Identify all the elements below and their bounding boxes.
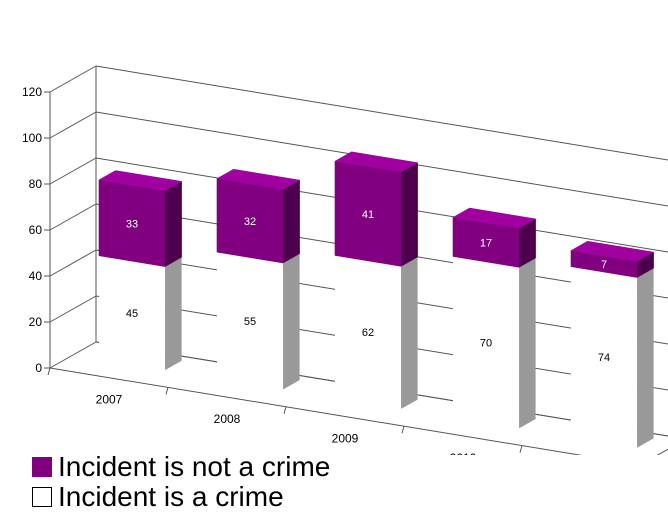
y-tick-label: 120 [22,85,42,99]
bar-crime-side [165,257,182,371]
x-tick [519,445,523,453]
gridline-side [49,157,97,185]
legend-label-crime: Incident is a crime [58,481,284,512]
data-label-not-crime: 33 [126,218,138,230]
bar-crime-side [283,253,300,390]
bar-crime-side [637,268,654,448]
legend-item-crime: Incident is a crime [32,482,330,512]
y-tick-label: 40 [29,269,43,283]
bar-not-crime-top [452,207,537,229]
data-label-crime: 70 [480,337,492,349]
gridline-side [49,341,97,369]
bar-crime-front [452,256,520,429]
bar-crime-side [401,256,418,409]
y-tick-label: 0 [35,361,42,375]
bar-not-crime-side [164,180,182,268]
data-label-not-crime: 17 [480,237,492,249]
chart-legend: Incident is not a crime Incident is a cr… [32,452,330,512]
gridline-side [49,111,97,139]
data-label-crime: 74 [598,352,610,364]
bar-not-crime-top [98,170,183,191]
bar-crime-front [570,266,638,448]
y-tick-label: 20 [29,315,43,329]
floor-edge [49,367,583,455]
x-tick [401,426,405,434]
x-tick [283,406,287,414]
x-tick-label: 2007 [96,393,123,407]
gridline-side [49,203,97,231]
bar-not-crime-side [400,162,418,267]
legend-swatch-crime [32,487,52,507]
bar-not-crime-side [282,179,300,264]
legend-label-not-crime: Incident is not a crime [58,451,331,482]
gridline-side [49,249,97,277]
y-tick-label: 80 [29,177,43,191]
bar-crime-front [98,255,166,371]
bar-crime-side [519,257,536,429]
bar-not-crime-top [570,240,655,262]
gridline-side [49,295,97,323]
legend-item-not-crime: Incident is not a crime [32,452,330,482]
data-label-crime: 55 [244,316,256,328]
floor-edge [656,448,668,455]
bar-not-crime-top [334,151,419,173]
gridline-back [95,65,668,161]
legend-swatch-not-crime [32,457,52,477]
x-tick [165,387,169,395]
y-tick-label: 100 [22,131,42,145]
data-label-crime: 45 [126,308,138,320]
data-label-crime: 62 [362,327,374,339]
bar-crime-front [334,255,402,409]
y-tick-label: 60 [29,223,43,237]
x-tick-label: 2009 [332,432,359,446]
data-label-not-crime: 32 [244,216,256,228]
data-label-not-crime: 41 [362,209,374,221]
x-tick-label: 2008 [214,412,241,426]
bar-not-crime-top [216,168,301,190]
x-tick-label: 2010 [450,451,477,455]
stacked-bar-chart: 0204060801001202007200820092010201145335… [22,65,668,455]
gridline-side [49,65,97,93]
data-label-not-crime: 7 [601,259,607,271]
x-tick [47,367,51,376]
bar-crime-front [216,252,284,390]
